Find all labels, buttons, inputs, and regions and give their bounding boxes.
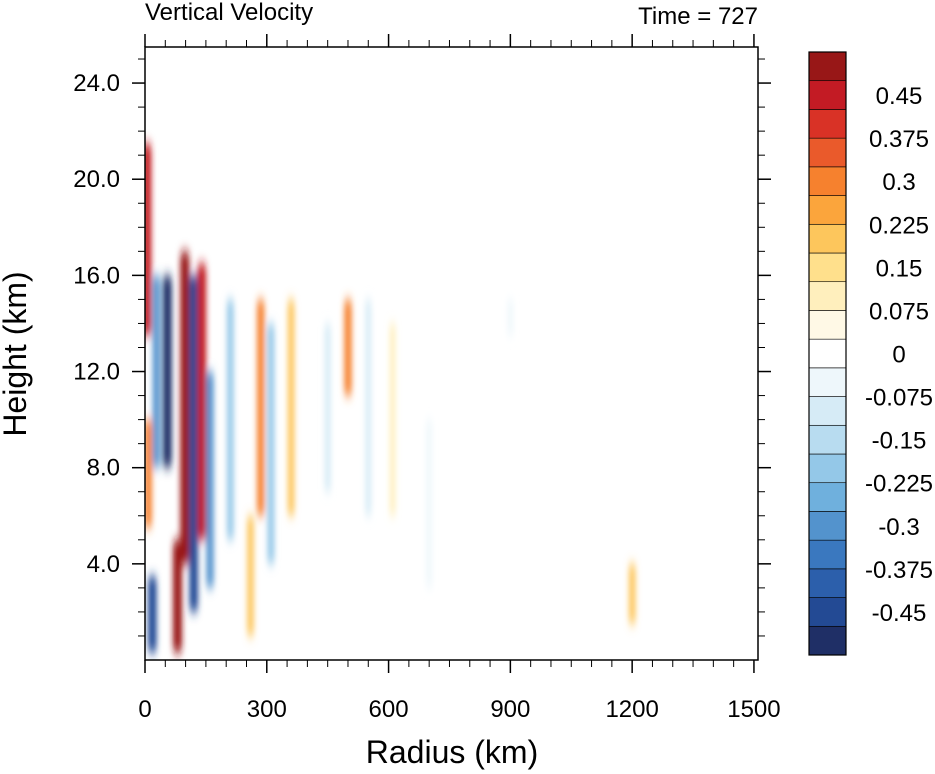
colorbar-bin <box>808 195 847 225</box>
colorbar-bin <box>808 482 847 512</box>
colorbar: 0.45 0.375 0.3 0.225 0.15 0.075 0 -0.075 -0.15 -0… <box>808 51 933 656</box>
colorbar-tick-label: 0.15 <box>876 255 923 282</box>
colorbar-tick-label: -0.225 <box>865 471 933 498</box>
y-tick-label: 8.0 <box>87 455 120 482</box>
colorbar-bin <box>808 511 847 541</box>
y-tick-label: 16.0 <box>73 262 120 289</box>
colorbar-bin <box>808 166 847 196</box>
velocity-band <box>145 419 152 528</box>
velocity-band <box>287 299 295 516</box>
plot-frame <box>144 46 759 661</box>
velocity-band <box>267 323 275 564</box>
y-tick-label: 4.0 <box>87 551 120 578</box>
velocity-band <box>148 575 157 653</box>
velocity-band <box>145 143 152 336</box>
x-tick-label: 1200 <box>605 696 658 723</box>
velocity-band <box>628 563 636 624</box>
velocity-field <box>145 143 636 653</box>
colorbar-bin <box>808 310 847 340</box>
velocity-band <box>507 299 514 336</box>
y-axis-label: Height (km) <box>0 271 33 436</box>
colorbar-bin <box>808 223 847 254</box>
colorbar-frame <box>808 51 847 656</box>
colorbar-bin <box>808 338 847 369</box>
plot-area <box>145 47 758 660</box>
colorbar-bin <box>808 568 847 598</box>
colorbar-tick-label: 0.075 <box>869 298 929 325</box>
colorbar-tick-label: 0.3 <box>882 169 915 196</box>
colorbar-bin <box>808 51 847 82</box>
colorbar-bin <box>808 80 847 110</box>
colorbar-bin <box>808 367 847 397</box>
velocity-band <box>365 299 372 516</box>
velocity-band <box>180 251 190 564</box>
x-tick-label: 600 <box>369 696 409 723</box>
velocity-band <box>173 539 182 653</box>
velocity-band <box>324 323 331 492</box>
colorbar-tick-label: 0.45 <box>876 83 923 110</box>
velocity-band <box>389 323 396 516</box>
colorbar-bin <box>808 453 847 484</box>
velocity-band <box>162 275 172 468</box>
y-tick-label: 12.0 <box>73 359 120 386</box>
velocity-band <box>257 299 265 516</box>
x-tick-label: 0 <box>138 696 151 723</box>
colorbar-bin <box>808 625 847 656</box>
colorbar-tick-label: -0.45 <box>872 600 927 627</box>
velocity-band <box>344 299 352 396</box>
velocity-band <box>227 299 234 540</box>
x-tick-label: 1500 <box>727 696 780 723</box>
colorbar-tick-label: 0 <box>892 342 905 369</box>
velocity-band <box>189 275 198 612</box>
x-tick-label: 300 <box>247 696 287 723</box>
colorbar-tick-label: -0.075 <box>865 385 933 412</box>
velocity-band <box>426 419 432 588</box>
axis-ticks: 0 300 600 900 1200 1500 4.0 8.0 12.0 16.0 20.0 24.0 <box>73 34 781 723</box>
colorbar-tick-label: 0.375 <box>869 126 929 153</box>
chart-title: Vertical Velocity <box>145 0 313 26</box>
y-tick-label: 24.0 <box>73 70 120 97</box>
colorbar-bin <box>808 539 847 570</box>
colorbar-bin <box>808 597 847 627</box>
colorbar-bin <box>808 424 847 455</box>
colorbar-tick-label: 0.225 <box>869 212 929 239</box>
velocity-band <box>197 263 207 540</box>
y-tick-label: 20.0 <box>73 166 120 193</box>
colorbar-bin <box>808 252 847 283</box>
x-axis-label: Radius (km) <box>366 734 538 770</box>
colorbar-bin <box>808 281 847 311</box>
colorbar-tick-label: -0.375 <box>865 557 933 584</box>
colorbar-bin <box>808 109 847 139</box>
x-tick-label: 900 <box>490 696 530 723</box>
colorbar-tick-label: -0.15 <box>872 428 927 455</box>
colorbar-bin <box>808 137 847 168</box>
colorbar-tick-label: -0.3 <box>878 514 919 541</box>
velocity-band <box>206 371 214 588</box>
colorbar-bin <box>808 396 847 426</box>
chart-time-label: Time = 727 <box>638 3 758 30</box>
velocity-band <box>247 515 254 636</box>
velocity-band <box>152 275 161 468</box>
